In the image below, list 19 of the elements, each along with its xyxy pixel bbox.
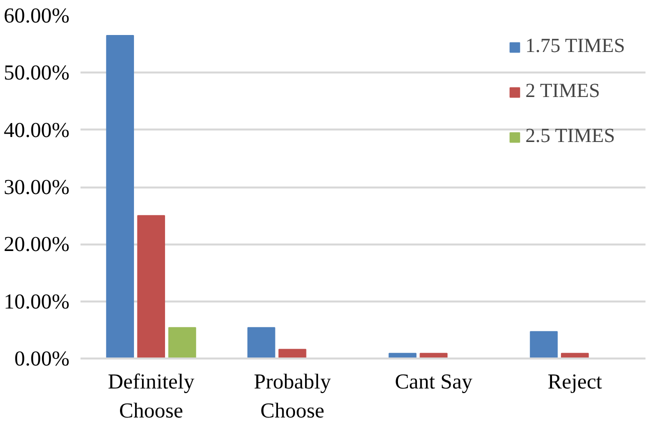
x-tick-label: Definitely Choose [108, 370, 195, 422]
y-tick-label: 10.00% [4, 289, 70, 314]
y-tick-label: 60.00% [4, 4, 70, 28]
bar [106, 35, 134, 358]
x-tick-label: Cant Say [394, 370, 473, 394]
x-tick-label: Probably Choose [254, 370, 332, 422]
y-tick-label: 40.00% [4, 118, 70, 142]
bar [137, 215, 166, 358]
y-tick-label: 30.00% [4, 175, 70, 199]
y-tick-label: 50.00% [4, 60, 70, 85]
legend-label: 1.75 TIMES [525, 35, 625, 58]
y-tick-label: 0.00% [14, 346, 70, 370]
bar [168, 327, 196, 358]
bar [247, 327, 276, 358]
y-tick-label: 20.00% [4, 232, 70, 256]
legend-label: 2.5 TIMES [525, 125, 615, 148]
legend-label: 2 TIMES [525, 80, 600, 103]
bar [530, 331, 558, 358]
x-tick-label: Reject [548, 370, 602, 394]
